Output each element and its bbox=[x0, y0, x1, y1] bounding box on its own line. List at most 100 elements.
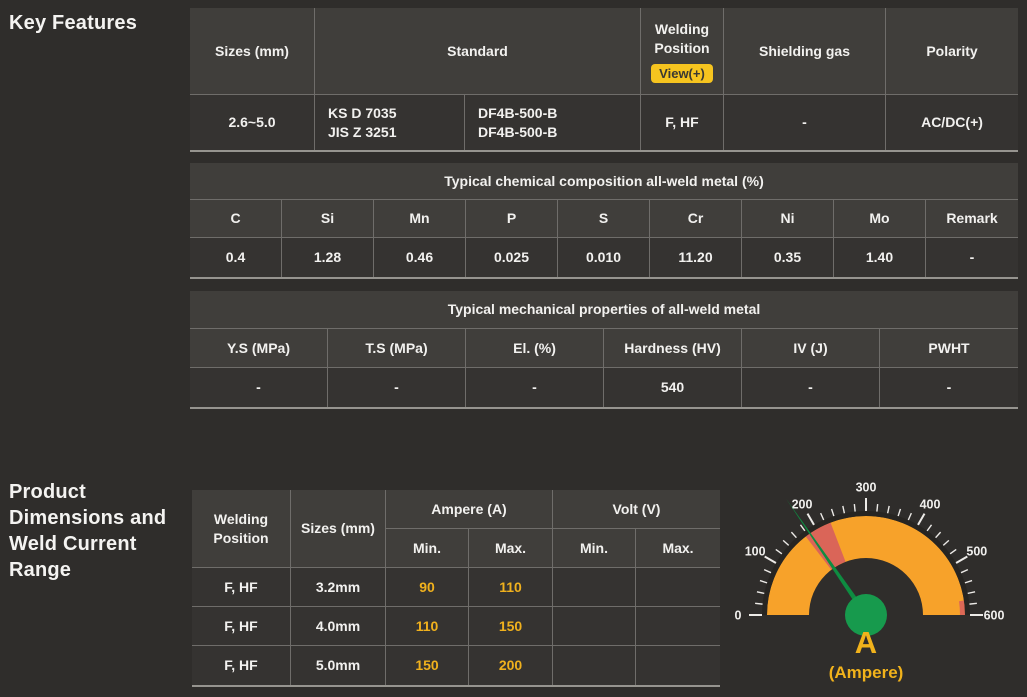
standard-code-line: KS D 7035 bbox=[328, 104, 397, 121]
standard-grade-line: DF4B-500-B bbox=[478, 104, 558, 121]
chemical-value: 1.28 bbox=[282, 238, 374, 277]
product-dimensions-heading: Product Dimensions and Weld Current Rang… bbox=[9, 481, 167, 581]
chemical-header: Si bbox=[282, 200, 374, 238]
current-cell-volt-max bbox=[636, 607, 720, 646]
standard-grade-line: DF4B-500-B bbox=[478, 123, 558, 140]
svg-text:300: 300 bbox=[856, 481, 877, 495]
chemical-header: Mn bbox=[374, 200, 466, 238]
welding-position-label: Welding Position bbox=[213, 510, 269, 546]
mechanical-value: - bbox=[190, 368, 328, 407]
mechanical-header-row: Y.S (MPa) T.S (MPa) El. (%) Hardness (HV… bbox=[190, 329, 1018, 368]
spec-cell-polarity: AC/DC(+) bbox=[886, 95, 1018, 150]
svg-text:600: 600 bbox=[984, 609, 1005, 623]
svg-text:0: 0 bbox=[735, 609, 742, 623]
spec-table: Sizes (mm) Standard Welding Position Vie… bbox=[190, 8, 1018, 152]
spec-body-row: 2.6~5.0 KS D 7035 JIS Z 3251 DF4B-500-B … bbox=[190, 95, 1018, 150]
current-cell-volt-min bbox=[553, 607, 636, 646]
current-cell-size: 3.2mm bbox=[291, 568, 386, 607]
spec-header-standard: Standard bbox=[315, 8, 641, 95]
mechanical-table-title: Typical mechanical properties of all-wel… bbox=[190, 291, 1018, 329]
chemical-header: Ni bbox=[742, 200, 834, 238]
spec-header-sizes: Sizes (mm) bbox=[190, 8, 315, 95]
current-cell-amp-max: 200 bbox=[469, 646, 553, 685]
chemical-header: Cr bbox=[650, 200, 742, 238]
chemical-value: 11.20 bbox=[650, 238, 742, 277]
view-more-badge[interactable]: View(+) bbox=[651, 63, 713, 83]
current-header-sizes: Sizes (mm) bbox=[291, 490, 386, 568]
spec-header-shielding-gas: Shielding gas bbox=[724, 8, 886, 95]
mechanical-header: IV (J) bbox=[742, 329, 880, 368]
chemical-value: 0.4 bbox=[190, 238, 282, 277]
svg-text:100: 100 bbox=[745, 545, 766, 559]
spec-header-row: Sizes (mm) Standard Welding Position Vie… bbox=[190, 8, 1018, 95]
svg-text:200: 200 bbox=[792, 498, 813, 512]
chemical-table-title: Typical chemical composition all-weld me… bbox=[190, 163, 1018, 200]
mechanical-title-row: Typical mechanical properties of all-wel… bbox=[190, 291, 1018, 329]
chemical-value: 0.025 bbox=[466, 238, 558, 277]
current-cell-volt-max bbox=[636, 568, 720, 607]
spec-header-welding-position: Welding Position View(+) bbox=[641, 8, 724, 95]
chemical-value: 0.010 bbox=[558, 238, 650, 277]
chemical-header-row: C Si Mn P S Cr Ni Mo Remark bbox=[190, 200, 1018, 238]
spec-cell-standard-codes: KS D 7035 JIS Z 3251 bbox=[315, 95, 465, 150]
mechanical-header: Hardness (HV) bbox=[604, 329, 742, 368]
chemical-values-row: 0.4 1.28 0.46 0.025 0.010 11.20 0.35 1.4… bbox=[190, 238, 1018, 277]
mechanical-value: 540 bbox=[604, 368, 742, 407]
spec-cell-shielding-gas: - bbox=[724, 95, 886, 150]
mechanical-properties-table: Typical mechanical properties of all-wel… bbox=[190, 291, 1018, 409]
ampere-max-header: Max. bbox=[469, 529, 553, 568]
mechanical-values-row: - - - 540 - - bbox=[190, 368, 1018, 407]
standard-code-line: JIS Z 3251 bbox=[328, 123, 397, 140]
chemical-header: Remark bbox=[926, 200, 1018, 238]
chemical-value: 0.35 bbox=[742, 238, 834, 277]
welding-position-label: Welding Position bbox=[654, 20, 710, 56]
mechanical-header: PWHT bbox=[880, 329, 1018, 368]
mechanical-header: T.S (MPa) bbox=[328, 329, 466, 368]
current-cell-size: 5.0mm bbox=[291, 646, 386, 685]
mechanical-value: - bbox=[466, 368, 604, 407]
current-header-volt: Volt (V) bbox=[553, 490, 720, 529]
chemical-value: - bbox=[926, 238, 1018, 277]
mechanical-value: - bbox=[328, 368, 466, 407]
current-header-welding-position: Welding Position bbox=[192, 490, 291, 568]
volt-max-header: Max. bbox=[636, 529, 720, 568]
spec-cell-welding-position: F, HF bbox=[641, 95, 724, 150]
svg-text:400: 400 bbox=[920, 498, 941, 512]
mechanical-header: Y.S (MPa) bbox=[190, 329, 328, 368]
spec-cell-sizes: 2.6~5.0 bbox=[190, 95, 315, 150]
chemical-value: 1.40 bbox=[834, 238, 926, 277]
current-header-ampere: Ampere (A) bbox=[386, 490, 553, 529]
chemical-header: Mo bbox=[834, 200, 926, 238]
current-cell-amp-min: 110 bbox=[386, 607, 469, 646]
chemical-header: S bbox=[558, 200, 650, 238]
chemical-value: 0.46 bbox=[374, 238, 466, 277]
ampere-gauge-svg: 0 100 200 300 400 500 600 bbox=[735, 481, 1005, 636]
chemical-composition-table: Typical chemical composition all-weld me… bbox=[190, 163, 1018, 279]
ampere-min-header: Min. bbox=[386, 529, 469, 568]
chemical-header: C bbox=[190, 200, 282, 238]
current-cell-volt-min bbox=[553, 646, 636, 685]
spec-header-polarity: Polarity bbox=[886, 8, 1018, 95]
current-cell-amp-max: 110 bbox=[469, 568, 553, 607]
current-cell-position: F, HF bbox=[192, 646, 291, 685]
current-cell-amp-min: 90 bbox=[386, 568, 469, 607]
gauge-unit-label: A bbox=[854, 625, 878, 660]
current-cell-amp-max: 150 bbox=[469, 607, 553, 646]
current-cell-position: F, HF bbox=[192, 568, 291, 607]
gauge-unit-sublabel: (Ampere) bbox=[828, 663, 904, 682]
ampere-gauge: 0 100 200 300 400 500 600 bbox=[730, 460, 1020, 697]
volt-min-header: Min. bbox=[553, 529, 636, 568]
chemical-header: P bbox=[466, 200, 558, 238]
current-cell-volt-min bbox=[553, 568, 636, 607]
spec-cell-standard-grades: DF4B-500-B DF4B-500-B bbox=[465, 95, 641, 150]
current-cell-amp-min: 150 bbox=[386, 646, 469, 685]
weld-current-table: Welding Position Sizes (mm) Ampere (A) V… bbox=[192, 490, 720, 687]
svg-text:500: 500 bbox=[966, 545, 987, 559]
current-cell-position: F, HF bbox=[192, 607, 291, 646]
mechanical-value: - bbox=[880, 368, 1018, 407]
mechanical-value: - bbox=[742, 368, 880, 407]
key-features-heading: Key Features bbox=[9, 12, 138, 34]
mechanical-header: El. (%) bbox=[466, 329, 604, 368]
current-cell-size: 4.0mm bbox=[291, 607, 386, 646]
current-cell-volt-max bbox=[636, 646, 720, 685]
